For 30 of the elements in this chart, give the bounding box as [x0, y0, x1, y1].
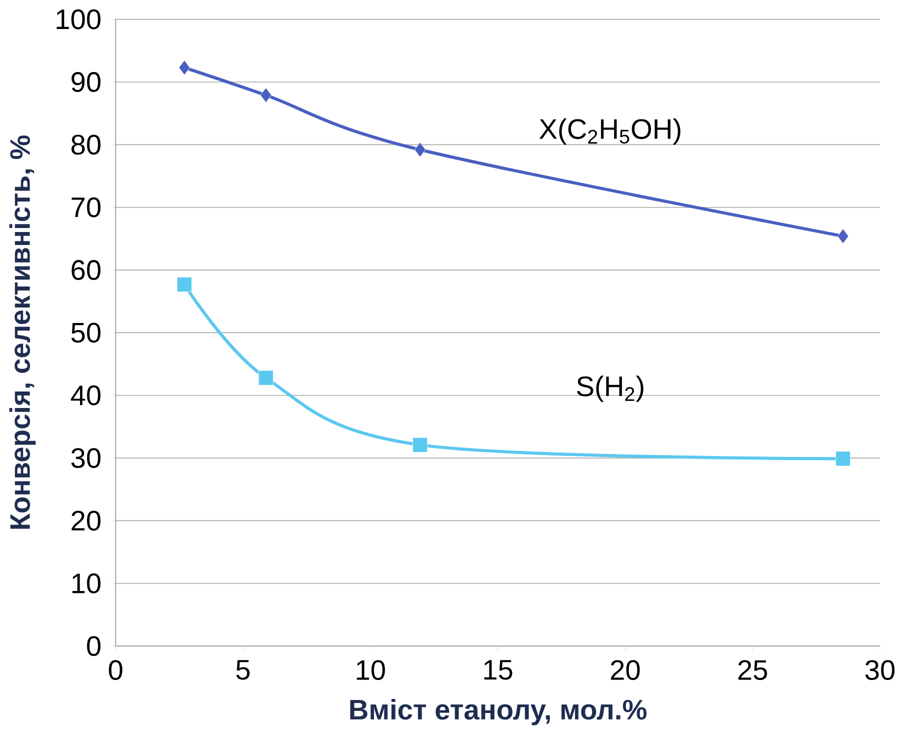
point [414, 142, 426, 158]
y-tick-label: 20 [72, 510, 100, 531]
x-tick-label: 30 [865, 660, 895, 680]
series-label: S(H$_{2}$) [577, 376, 644, 402]
x-tick-label: 0 [108, 660, 122, 680]
point [176, 277, 192, 292]
x-tick-label: 20 [610, 660, 640, 680]
point [260, 88, 272, 103]
y-axis-title: Конверсія, селективність, % [9, 136, 36, 529]
x-tick-label: 10 [356, 660, 385, 680]
point [412, 438, 428, 453]
y-tick-label: 80 [71, 134, 100, 155]
y-tick-label: 40 [70, 386, 100, 406]
y-tick-label: 90 [72, 72, 100, 92]
x-tick-label: 15 [484, 660, 512, 680]
x-tick-label: 25 [738, 660, 768, 680]
y-tick-label: 50 [71, 322, 100, 343]
y-tick-label: 60 [72, 260, 100, 280]
series-label: X(C$_{2}$H$_{5}$OH) [539, 118, 680, 145]
y-tick-label: 100 [56, 10, 100, 30]
point [258, 370, 274, 386]
point [178, 60, 190, 76]
x-tick-label: 5 [236, 660, 250, 680]
y-tick-label: 10 [72, 574, 100, 594]
y-tick-label: 30 [71, 448, 100, 468]
point [836, 451, 851, 466]
point [837, 228, 849, 244]
x-axis-title: Вміст етанолу, мол.% [350, 699, 647, 726]
y-tick-label: 70 [72, 198, 100, 218]
y-tick-label: 0 [87, 636, 100, 656]
